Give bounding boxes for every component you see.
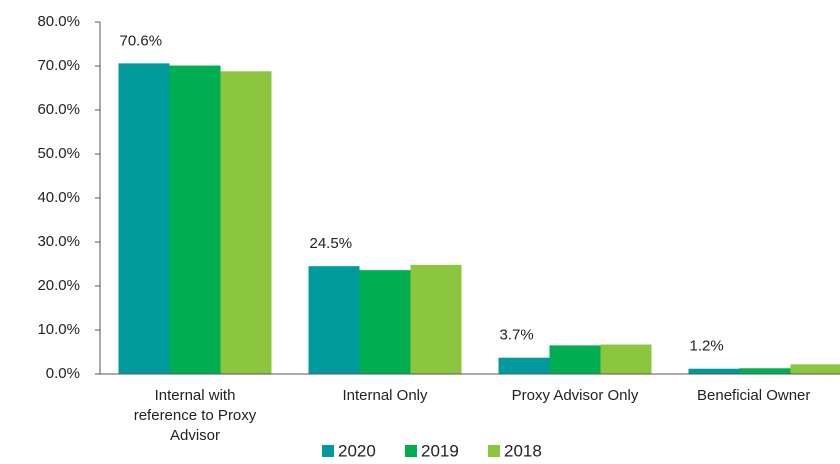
y-tick-label: 50.0% (37, 145, 80, 162)
x-tick-label: Proxy Advisor Only (511, 387, 639, 404)
bar (600, 344, 652, 374)
legend-swatch (488, 445, 500, 457)
bar (118, 63, 170, 375)
bar (498, 357, 550, 374)
bar (220, 71, 272, 374)
bar (410, 264, 462, 374)
bar (359, 270, 411, 374)
legend-label: 2019 (421, 441, 459, 460)
y-tick-label: 0.0% (46, 365, 80, 382)
bar (790, 364, 840, 374)
value-label: 24.5% (310, 235, 353, 252)
x-tick-label: Internal with reference to Proxy Advisor (133, 387, 257, 444)
legend-label: 2018 (504, 441, 542, 460)
bar (739, 368, 791, 374)
value-label: 1.2% (690, 338, 724, 355)
y-tick-label: 60.0% (37, 101, 80, 118)
y-tick-label: 20.0% (37, 277, 80, 294)
bar (688, 368, 740, 374)
y-tick-label: 30.0% (37, 233, 80, 250)
legend-label: 2020 (338, 441, 376, 460)
value-label: 3.7% (500, 327, 534, 344)
x-tick-label: Beneficial Owner (697, 387, 811, 404)
y-tick-label: 80.0% (37, 13, 80, 30)
legend-swatch (322, 445, 334, 457)
value-label: 70.6% (120, 32, 163, 49)
y-tick-label: 70.0% (37, 57, 80, 74)
legend-swatch (405, 445, 417, 457)
bar (169, 65, 221, 374)
y-tick-label: 10.0% (37, 321, 80, 338)
bar (308, 266, 360, 374)
bar (549, 345, 601, 374)
x-tick-label: Internal Only (342, 387, 428, 404)
y-tick-label: 40.0% (37, 189, 80, 206)
